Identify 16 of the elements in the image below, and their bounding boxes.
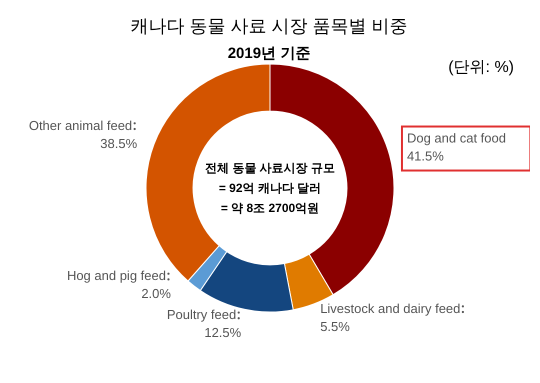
slice-label: Hog and pig feed [66,268,166,284]
text: = 약 8조 2700억원 [220,201,320,215]
slice-label: Other animal feed [28,118,132,133]
text: = 92억 캐나다 달러 [218,181,322,195]
data-label: 41.5% [406,148,444,164]
data-label: 12.5% [204,325,242,340]
chart-title: 캐나다 동물 사료 시장 품목별 비중 [130,16,408,36]
chart-subtitle: 2019년 기준 [228,45,310,62]
data-label: 5.5% [320,318,350,334]
data-label: 2.0% [141,286,172,302]
slice-label: Dog and cat food [406,130,506,146]
slice-label: Poultry feed [166,307,236,322]
data-label: 38.5% [100,136,138,151]
text: 전체 동물 사료시장 규모 [204,161,336,175]
slice-label: Livestock and dairy feed [320,300,460,316]
text: (단위: %) [448,59,514,76]
